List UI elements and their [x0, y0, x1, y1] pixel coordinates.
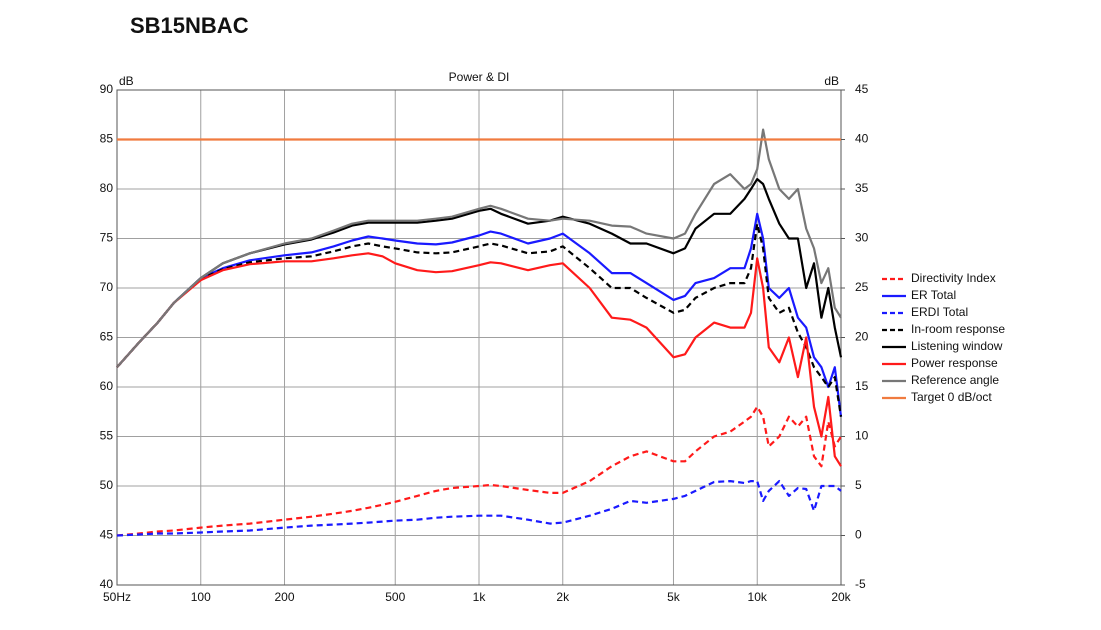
page-title: SB15NBAC [130, 13, 249, 38]
y2-tick-label: 20 [855, 330, 869, 344]
y2-tick-label: 30 [855, 231, 869, 245]
y-tick-label: 85 [100, 132, 114, 146]
legend-label: ERDI Total [911, 305, 968, 319]
x-tick-label: 2k [556, 590, 570, 604]
legend-label: Reference angle [911, 373, 999, 387]
x-tick-label: 100 [191, 590, 211, 604]
y2-tick-label: 35 [855, 181, 869, 195]
x-tick-label: 10k [748, 590, 768, 604]
legend-label: ER Total [911, 288, 956, 302]
series-line [116, 128, 842, 368]
y-tick-label: 50 [100, 478, 114, 492]
y-tick-label: 65 [100, 330, 114, 344]
y-tick-label: 90 [100, 82, 114, 96]
legend-label: Listening window [911, 339, 1003, 353]
x-tick-label: 200 [275, 590, 295, 604]
y2-tick-label: 45 [855, 82, 869, 96]
y-tick-label: 60 [100, 379, 114, 393]
y-tick-label: 55 [100, 429, 114, 443]
x-tick-label: 1k [473, 590, 487, 604]
y-axis-label: dB [119, 74, 134, 88]
series-line [116, 480, 842, 537]
x-tick-label: 20k [831, 590, 851, 604]
legend-label: In-room response [911, 322, 1005, 336]
y-tick-label: 75 [100, 231, 114, 245]
y2-tick-label: 0 [855, 528, 862, 542]
y2-tick-label: 15 [855, 379, 869, 393]
y2-tick-label: -5 [855, 577, 866, 591]
legend-label: Directivity Index [911, 271, 996, 285]
y2-tick-label: 25 [855, 280, 869, 294]
series-line [116, 405, 842, 537]
series-line [116, 222, 843, 417]
y2-tick-label: 5 [855, 478, 862, 492]
x-tick-label: 5k [667, 590, 681, 604]
y-tick-label: 45 [100, 528, 114, 542]
legend-label: Power response [911, 356, 998, 370]
plot-frame [116, 89, 842, 586]
y2-tick-label: 10 [855, 429, 869, 443]
x-tick-label: 50Hz [103, 590, 131, 604]
y-tick-label: 70 [100, 280, 114, 294]
series-line [116, 252, 842, 467]
y2-tick-label: 40 [855, 132, 869, 146]
y-tick-label: 80 [100, 181, 114, 195]
x-tick-label: 500 [385, 590, 405, 604]
chart-title: Power & DI [449, 70, 510, 84]
series-line [116, 212, 843, 417]
legend-label: Target 0 dB/oct [911, 390, 992, 404]
y-tick-label: 40 [100, 577, 114, 591]
y2-axis-label: dB [824, 74, 839, 88]
